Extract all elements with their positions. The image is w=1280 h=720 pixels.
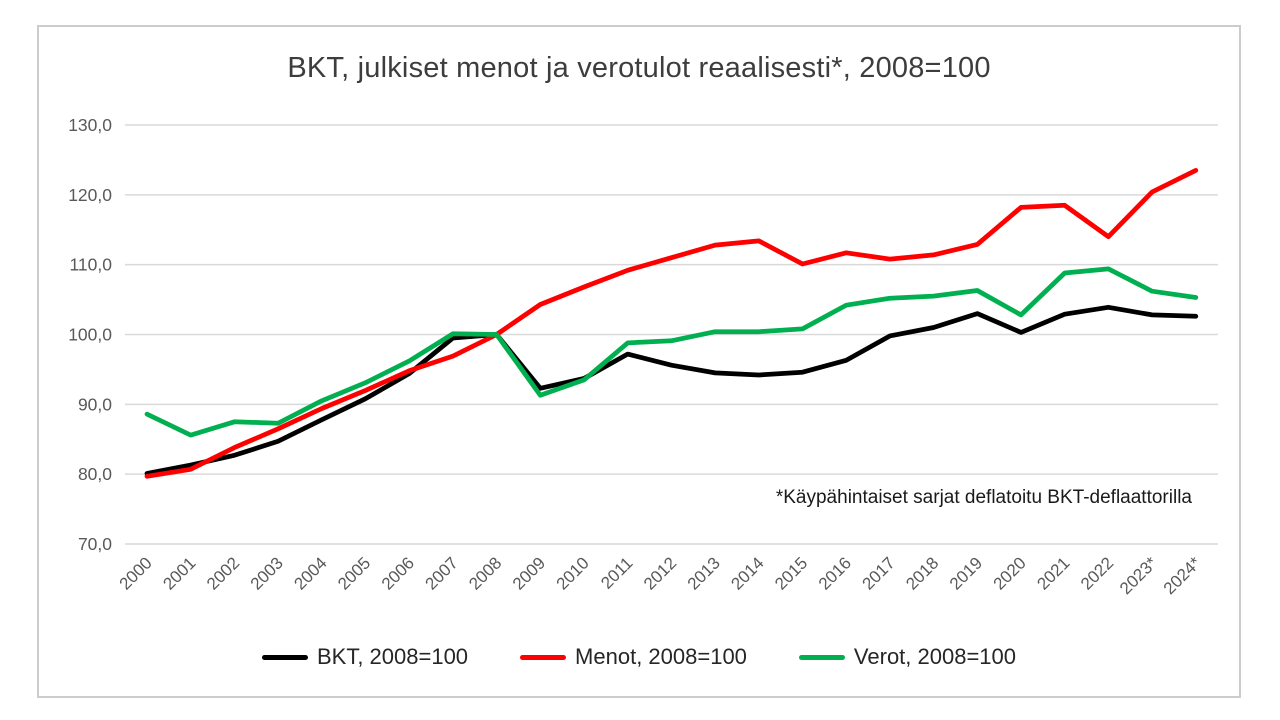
x-tick-label: 2022 [1077,553,1117,593]
x-tick-label: 2014 [727,553,767,593]
x-tick-label: 2024* [1160,553,1205,598]
x-tick-label: 2013 [684,553,724,593]
x-tick-label: 2006 [378,553,418,593]
x-tick-label: 2012 [640,553,680,593]
x-tick-label: 2019 [946,553,986,593]
legend-item-bkt: BKT, 2008=100 [261,644,469,670]
x-tick-label: 2005 [334,553,374,593]
series-line-menot [144,168,1199,479]
x-tick-label: 2017 [859,553,899,593]
x-tick-label: 2011 [597,553,636,592]
x-tick-label: 2002 [203,553,243,593]
x-tick-label: 2008 [465,553,505,593]
y-tick-label: 130,0 [68,115,112,135]
series-line-verot [144,266,1199,438]
legend-item-verot: Verot, 2008=100 [798,644,1017,670]
legend-item-menot: Menot, 2008=100 [520,644,747,670]
x-tick-label: 2009 [509,553,549,593]
legend-label-verot: Verot, 2008=100 [853,644,1017,669]
x-tick-label: 2000 [116,553,156,593]
footnote-annotation: *Käypähintaiset sarjat deflatoitu BKT-de… [775,487,1192,508]
x-tick-label: 2015 [771,553,811,593]
y-tick-label: 120,0 [68,185,112,205]
x-tick-label: 2021 [1033,553,1073,593]
x-tick-label: 2020 [990,553,1030,593]
chart-title: BKT, julkiset menot ja verotulot reaalis… [287,52,991,84]
x-tick-label: 2023* [1116,553,1161,598]
y-tick-label: 80,0 [78,464,112,484]
y-tick-label: 90,0 [78,394,112,414]
legend-label-menot: Menot, 2008=100 [575,644,747,669]
legend-label-bkt: BKT, 2008=100 [316,644,469,669]
x-tick-label: 2018 [902,553,942,593]
x-tick-label: 2004 [290,553,330,593]
y-tick-label: 110,0 [70,255,113,275]
legend-swatch-menot [520,654,567,660]
x-tick-label: 2007 [422,553,462,593]
x-tick-label: 2010 [553,553,593,593]
legend: BKT, 2008=100 Menot, 2008=100 Verot, 200… [38,644,1240,670]
chart-frame [37,25,1241,698]
y-tick-label: 100,0 [68,325,112,345]
x-tick-label: 2003 [247,553,287,593]
legend-swatch-verot [798,654,845,660]
legend-swatch-bkt [261,654,308,660]
x-tick-label: 2016 [815,553,855,593]
y-tick-label: 70,0 [78,534,112,554]
series-line-bkt [144,304,1199,476]
x-tick-label: 2001 [159,553,199,593]
